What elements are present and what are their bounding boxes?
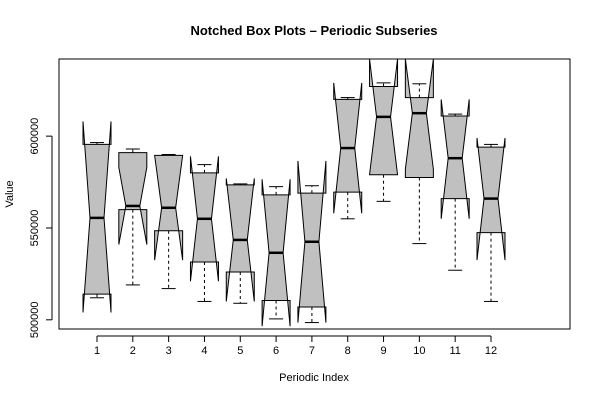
y-tick-label: 500000 [29,301,41,338]
x-tick-label: 8 [345,345,351,357]
x-tick-label: 7 [309,345,315,357]
x-axis: 1 2 3 4 5 6 7 8 9 10 11 12 [94,335,497,357]
y-axis: 500000 550000 600000 [29,118,53,338]
box-9 [368,58,399,202]
x-tick-label: 1 [94,345,100,357]
y-tick-label: 600000 [29,118,41,155]
notched-box [118,152,148,245]
boxes-group [82,58,506,327]
x-tick-label: 6 [273,345,279,357]
box-4 [189,156,219,302]
box-7 [297,160,327,324]
box-12 [476,137,506,302]
x-tick-label: 11 [449,345,460,357]
x-tick-label: 10 [413,345,425,357]
chart-title: Notched Box Plots – Periodic Subseries [190,23,437,38]
y-tick-label: 550000 [29,210,41,247]
y-axis-label: Value [4,180,16,207]
x-tick-label: 2 [130,345,136,357]
x-tick-label: 9 [380,345,386,357]
box-10 [404,58,434,245]
x-axis-label: Periodic Index [279,372,349,384]
box-1 [82,121,112,313]
x-tick-label: 5 [237,345,243,357]
plot-frame [58,58,571,330]
box-11 [440,99,470,271]
box-3 [154,154,184,290]
box-6 [261,179,291,327]
notched-box [404,58,434,178]
box-2 [118,148,148,286]
box-8 [333,82,363,220]
x-tick-label: 3 [166,345,172,357]
box-5 [225,178,255,304]
x-tick-label: 12 [485,345,497,357]
x-tick-label: 4 [201,345,207,357]
